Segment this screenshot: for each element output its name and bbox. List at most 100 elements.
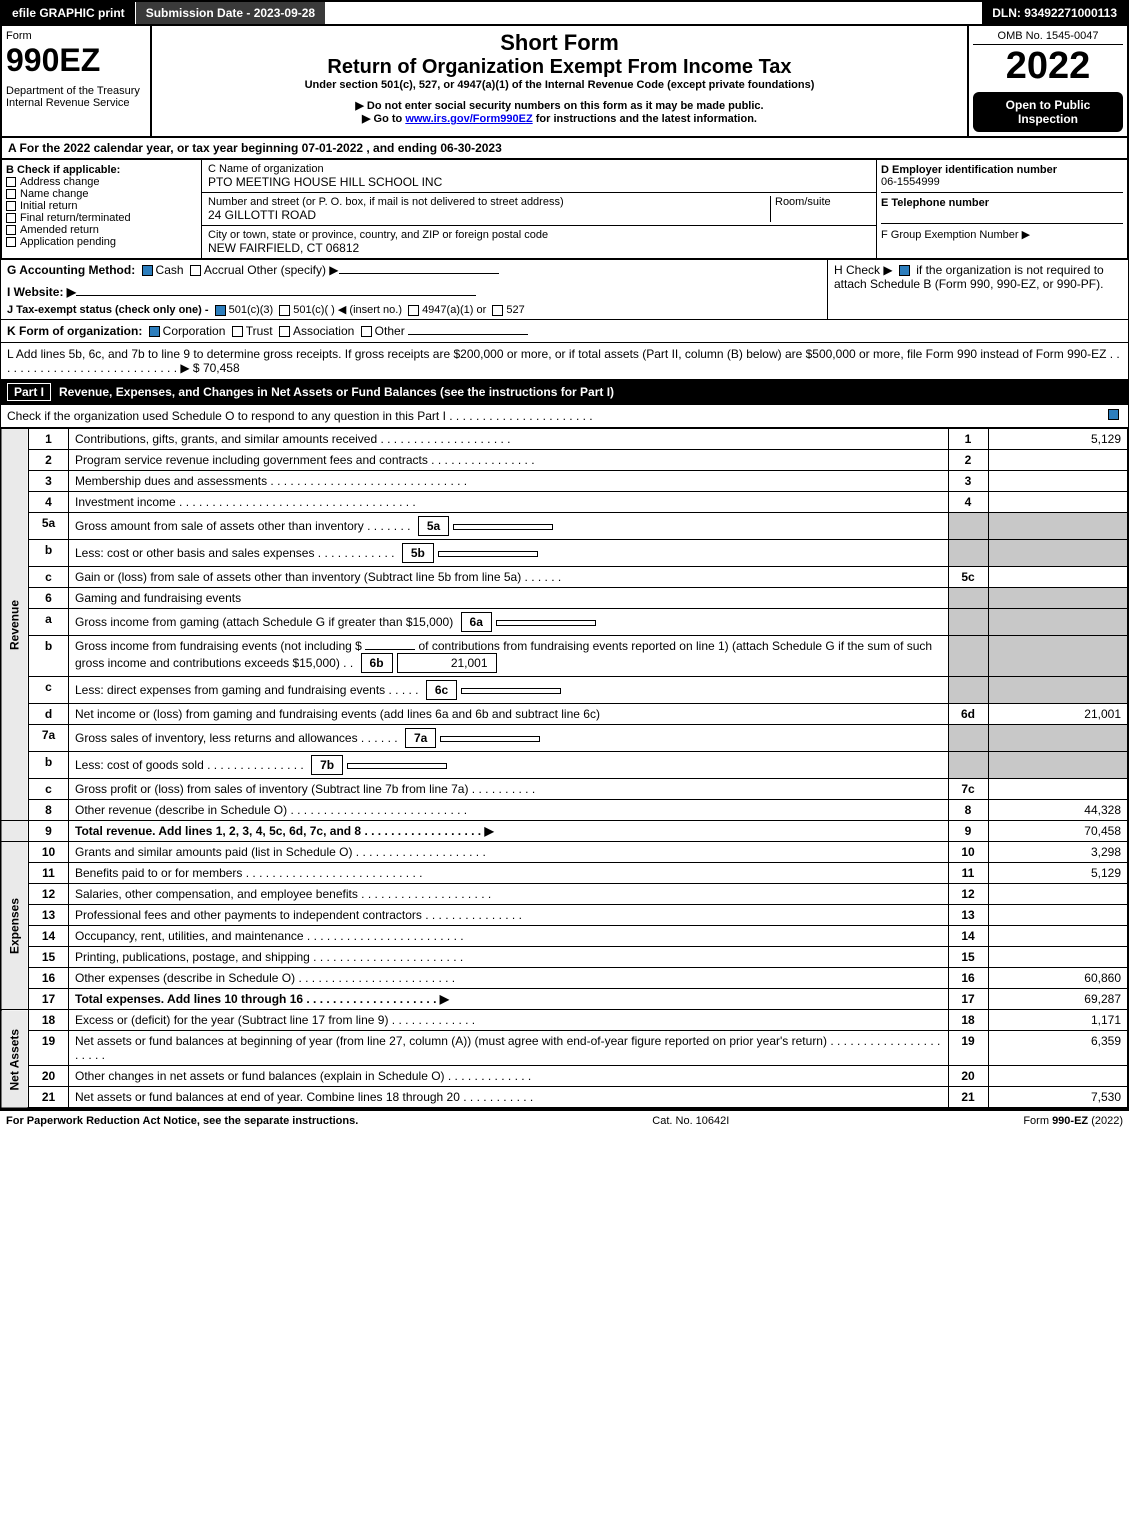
city-value: NEW FAIRFIELD, CT 06812 (208, 241, 870, 255)
chk-527[interactable] (492, 305, 503, 316)
line-13-text: Professional fees and other payments to … (69, 905, 949, 926)
i-website-label: I Website: ▶ (7, 285, 76, 299)
line-7c-val (988, 779, 1128, 800)
line-6a-val (988, 609, 1128, 636)
line-8-text: Other revenue (describe in Schedule O) .… (69, 800, 949, 821)
sub-5b-val (438, 551, 538, 557)
chk-association[interactable] (279, 326, 290, 337)
row-l: L Add lines 5b, 6c, and 7b to line 9 to … (0, 343, 1129, 380)
line-6a-rn (948, 609, 988, 636)
website-input[interactable] (76, 295, 476, 296)
line-20-val (988, 1066, 1128, 1087)
line-13-val (988, 905, 1128, 926)
chk-schedule-b[interactable] (899, 265, 910, 276)
h-label: H Check ▶ (834, 263, 893, 277)
c-name-label: C Name of organization (208, 163, 870, 175)
chk-trust[interactable] (232, 326, 243, 337)
omb-number: OMB No. 1545-0047 (973, 30, 1123, 45)
contrib-blank[interactable] (365, 649, 415, 650)
chk-other-org[interactable] (361, 326, 372, 337)
line-11-num: 11 (29, 863, 69, 884)
page-footer: For Paperwork Reduction Act Notice, see … (0, 1109, 1129, 1131)
line-3-num: 3 (29, 471, 69, 492)
chk-application-pending[interactable]: Application pending (6, 236, 197, 248)
street-label: Number and street (or P. O. box, if mail… (208, 196, 770, 208)
short-form-title: Short Form (156, 30, 963, 56)
chk-final-return[interactable]: Final return/terminated (6, 212, 197, 224)
section-a-tax-year: A For the 2022 calendar year, or tax yea… (0, 138, 1129, 160)
department-label: Department of the Treasury Internal Reve… (6, 85, 146, 109)
sub-5a-val (453, 524, 553, 530)
other-specify-input[interactable] (339, 273, 499, 274)
chk-cash[interactable] (142, 265, 153, 276)
irs-link[interactable]: www.irs.gov/Form990EZ (405, 113, 532, 125)
line-4-text: Investment income . . . . . . . . . . . … (69, 492, 949, 513)
footer-catno: Cat. No. 10642I (652, 1115, 729, 1127)
line-5c-val (988, 567, 1128, 588)
line-6-val (988, 588, 1128, 609)
line-3-rn: 3 (948, 471, 988, 492)
revenue-sidebar: Revenue (1, 429, 29, 821)
line-14-num: 14 (29, 926, 69, 947)
net-assets-sidebar: Net Assets (1, 1010, 29, 1109)
submission-date-label: Submission Date - 2023-09-28 (135, 2, 325, 24)
city-label: City or town, state or province, country… (208, 229, 870, 241)
line-11-rn: 11 (948, 863, 988, 884)
footer-formno: Form 990-EZ (2022) (1023, 1115, 1123, 1127)
other-org-input[interactable] (408, 334, 528, 335)
line-7c-rn: 7c (948, 779, 988, 800)
line-6d-text: Net income or (loss) from gaming and fun… (69, 704, 949, 725)
year-omb-block: OMB No. 1545-0047 2022 Open to Public In… (967, 26, 1127, 136)
dln-label: DLN: 93492271000113 (982, 2, 1127, 24)
line-21-text: Net assets or fund balances at end of ye… (69, 1087, 949, 1109)
chk-schedule-o-part1[interactable] (1108, 409, 1119, 420)
e-phone-label: E Telephone number (881, 192, 1123, 209)
chk-501c3[interactable] (215, 305, 226, 316)
line-6c-val (988, 677, 1128, 704)
line-6a-text: Gross income from gaming (attach Schedul… (69, 609, 949, 636)
line-5c-text: Gain or (loss) from sale of assets other… (69, 567, 949, 588)
sub-6c: 6c (426, 680, 457, 700)
b-label: B Check if applicable: (6, 164, 197, 176)
line-17-val: 69,287 (988, 989, 1128, 1010)
sub-6b: 6b (361, 653, 393, 673)
line-7a-val (988, 725, 1128, 752)
line-13-num: 13 (29, 905, 69, 926)
efile-print-label[interactable]: efile GRAPHIC print (2, 2, 135, 24)
chk-initial-return[interactable]: Initial return (6, 200, 197, 212)
line-19-val: 6,359 (988, 1031, 1128, 1066)
line-12-val (988, 884, 1128, 905)
part-i-subtitle-row: Check if the organization used Schedule … (0, 405, 1129, 428)
sub-7b-val (347, 763, 447, 769)
line-5b-rn (948, 540, 988, 567)
room-suite-label: Room/suite (775, 196, 870, 208)
line-2-num: 2 (29, 450, 69, 471)
other-specify: Other (specify) ▶ (247, 263, 338, 277)
chk-address-change[interactable]: Address change (6, 176, 197, 188)
line-6b-num: b (29, 636, 69, 677)
line-1-val: 5,129 (988, 429, 1128, 450)
line-5a-num: 5a (29, 513, 69, 540)
line-6d-val: 21,001 (988, 704, 1128, 725)
line-21-num: 21 (29, 1087, 69, 1109)
org-name: PTO MEETING HOUSE HILL SCHOOL INC (208, 175, 870, 189)
instructions-link[interactable]: ▶ Go to www.irs.gov/Form990EZ for instru… (156, 112, 963, 125)
line-18-text: Excess or (deficit) for the year (Subtra… (69, 1010, 949, 1031)
chk-501c[interactable] (279, 305, 290, 316)
chk-amended-return[interactable]: Amended return (6, 224, 197, 236)
sub-7a-val (440, 736, 540, 742)
line-1-num: 1 (29, 429, 69, 450)
chk-4947[interactable] (408, 305, 419, 316)
line-7c-num: c (29, 779, 69, 800)
open-public-badge: Open to Public Inspection (973, 92, 1123, 132)
line-15-text: Printing, publications, postage, and shi… (69, 947, 949, 968)
j-label: J Tax-exempt status (check only one) - (7, 304, 209, 316)
line-6-rn (948, 588, 988, 609)
line-20-text: Other changes in net assets or fund bala… (69, 1066, 949, 1087)
line-9-num: 9 (29, 821, 69, 842)
line-12-num: 12 (29, 884, 69, 905)
line-20-rn: 20 (948, 1066, 988, 1087)
chk-accrual[interactable] (190, 265, 201, 276)
chk-name-change[interactable]: Name change (6, 188, 197, 200)
chk-corporation[interactable] (149, 326, 160, 337)
